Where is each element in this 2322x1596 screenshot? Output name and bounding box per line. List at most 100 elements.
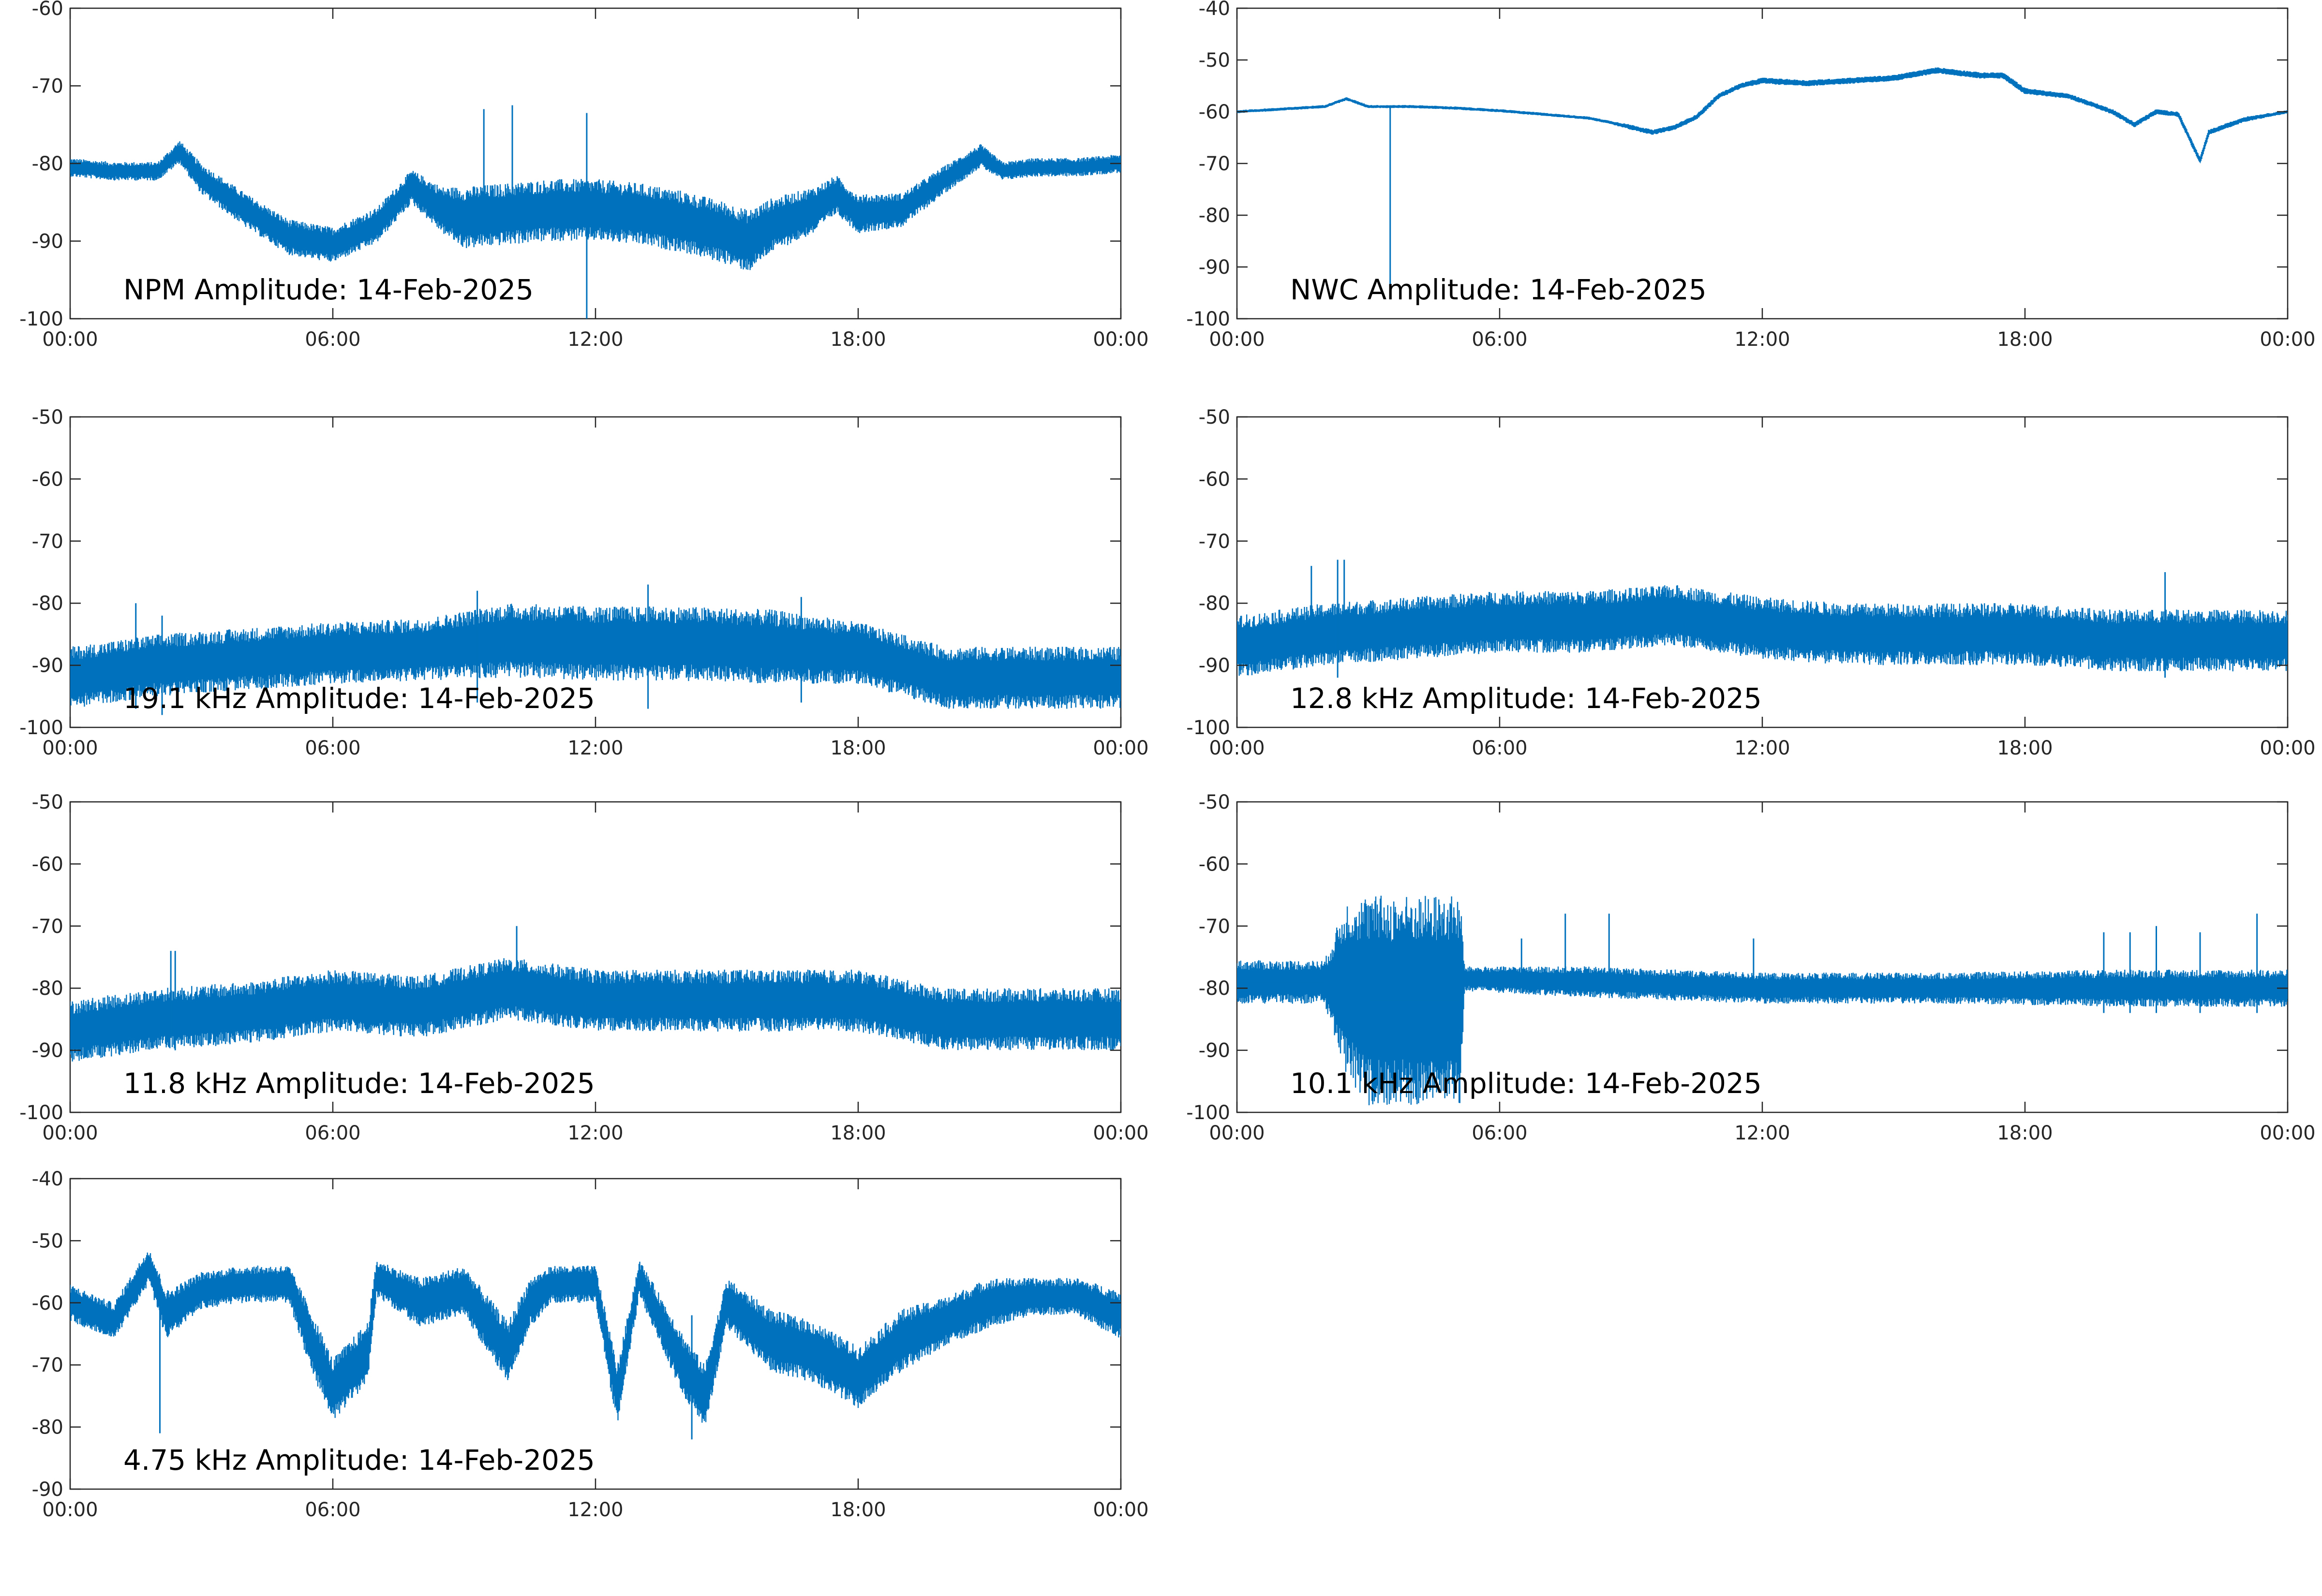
panel-title: 10.1 kHz Amplitude: 14-Feb-2025 xyxy=(1290,1067,1762,1100)
x-tick-label: 06:00 xyxy=(305,1122,360,1144)
x-tick-label: 06:00 xyxy=(305,737,360,759)
series-centerline xyxy=(1237,69,2288,164)
x-tick-label: 00:00 xyxy=(1209,1122,1265,1144)
x-tick-label: 00:00 xyxy=(1209,328,1265,351)
x-tick-label: 18:00 xyxy=(1997,328,2053,351)
y-tick-label: -60 xyxy=(32,1292,63,1315)
y-tick-label: -50 xyxy=(32,406,63,429)
y-tick-label: -70 xyxy=(32,75,63,98)
x-tick-label: 00:00 xyxy=(2260,737,2315,759)
panel-title: NWC Amplitude: 14-Feb-2025 xyxy=(1290,273,1707,306)
panel-title: NPM Amplitude: 14-Feb-2025 xyxy=(123,273,534,306)
y-tick-label: -100 xyxy=(1186,1102,1230,1124)
panel-k10_1: -100 -90 -80 -70 -60 -50 00:00 06:00 12:00 18:00 0… xyxy=(1186,791,2315,1144)
y-tick-label: -80 xyxy=(1199,205,1230,227)
x-tick-label: 12:00 xyxy=(1734,328,1790,351)
y-tick-label: -50 xyxy=(1199,791,1230,813)
y-tick-label: -60 xyxy=(1199,101,1230,123)
y-tick-label: -70 xyxy=(1199,916,1230,938)
panel-k12_8: -100 -90 -80 -70 -60 -50 00:00 06:00 12:00 18:00 0… xyxy=(1186,406,2315,759)
y-tick-label: -80 xyxy=(32,153,63,175)
panel-title: 11.8 kHz Amplitude: 14-Feb-2025 xyxy=(123,1067,595,1100)
y-tick-label: -70 xyxy=(1199,153,1230,175)
x-tick-label: 12:00 xyxy=(567,1499,623,1521)
panel-nwc: -100 -90 -80 -70 -60 -50 -40 00:00 06:00 12:00 18:… xyxy=(1186,0,2315,351)
y-tick-label: -50 xyxy=(32,791,63,813)
series-centerline xyxy=(1237,978,2288,1001)
y-tick-label: -70 xyxy=(1199,531,1230,553)
y-tick-label: -80 xyxy=(1199,977,1230,1000)
y-tick-label: -60 xyxy=(1199,853,1230,875)
panel-title: 19.1 kHz Amplitude: 14-Feb-2025 xyxy=(123,682,595,715)
x-tick-label: 00:00 xyxy=(1093,1122,1148,1144)
x-tick-label: 12:00 xyxy=(1734,737,1790,759)
x-tick-label: 06:00 xyxy=(305,328,360,351)
x-tick-label: 00:00 xyxy=(2260,1122,2315,1144)
y-tick-label: -40 xyxy=(1199,0,1230,20)
y-tick-label: -70 xyxy=(32,1354,63,1376)
x-tick-label: 00:00 xyxy=(2260,328,2315,351)
x-tick-label: 00:00 xyxy=(42,1499,98,1521)
y-tick-label: -40 xyxy=(32,1168,63,1190)
series-centerline xyxy=(70,152,1121,246)
x-tick-label: 00:00 xyxy=(1093,737,1148,759)
x-tick-label: 18:00 xyxy=(830,1499,886,1521)
x-tick-label: 12:00 xyxy=(567,1122,623,1144)
y-tick-label: -80 xyxy=(32,592,63,615)
x-tick-label: 00:00 xyxy=(42,328,98,351)
y-tick-label: -50 xyxy=(32,1230,63,1252)
x-tick-label: 06:00 xyxy=(1472,1122,1527,1144)
y-tick-label: -80 xyxy=(1199,592,1230,615)
x-tick-label: 00:00 xyxy=(1209,737,1265,759)
series-centerline xyxy=(70,1265,1121,1396)
axes-frame xyxy=(1236,7,2289,320)
x-tick-label: 18:00 xyxy=(830,737,886,759)
y-tick-label: -90 xyxy=(1199,256,1230,279)
panel-title: 12.8 kHz Amplitude: 14-Feb-2025 xyxy=(1290,682,1762,715)
y-tick-label: -60 xyxy=(32,468,63,490)
y-tick-label: -70 xyxy=(32,916,63,938)
y-tick-label: -90 xyxy=(32,231,63,253)
x-tick-label: 00:00 xyxy=(42,1122,98,1144)
y-tick-label: -90 xyxy=(32,1040,63,1062)
series-centerline xyxy=(70,988,1121,1032)
x-tick-label: 12:00 xyxy=(567,328,623,351)
y-tick-label: -100 xyxy=(19,1102,63,1124)
y-tick-label: -100 xyxy=(19,308,63,330)
y-tick-label: -90 xyxy=(32,1478,63,1501)
panel-k11_8: -100 -90 -80 -70 -60 -50 00:00 06:00 12:00 18:00 0… xyxy=(19,791,1148,1144)
x-tick-label: 12:00 xyxy=(567,737,623,759)
x-tick-label: 00:00 xyxy=(1093,1499,1148,1521)
y-tick-label: -100 xyxy=(1186,308,1230,330)
y-tick-label: -80 xyxy=(32,977,63,1000)
series-centerline xyxy=(1237,615,2288,647)
x-tick-label: 06:00 xyxy=(305,1499,360,1521)
x-tick-label: 18:00 xyxy=(1997,737,2053,759)
y-tick-label: -90 xyxy=(1199,655,1230,677)
axes-frame xyxy=(69,7,1122,320)
panel-k4_75: -90 -80 -70 -60 -50 -40 00:00 06:00 12:00 18:00 00… xyxy=(32,1168,1149,1521)
y-tick-label: -90 xyxy=(1199,1040,1230,1062)
series-centerline xyxy=(70,640,1121,679)
y-tick-label: -100 xyxy=(19,717,63,739)
x-tick-label: 06:00 xyxy=(1472,328,1527,351)
x-tick-label: 18:00 xyxy=(830,328,886,351)
x-tick-label: 18:00 xyxy=(830,1122,886,1144)
y-tick-label: -100 xyxy=(1186,717,1230,739)
panel-title: 4.75 kHz Amplitude: 14-Feb-2025 xyxy=(123,1444,595,1477)
panel-npm: -100 -90 -80 -70 -60 00:00 06:00 12:00 18:00 00:0… xyxy=(19,0,1148,351)
y-tick-label: -90 xyxy=(32,655,63,677)
y-tick-label: -60 xyxy=(1199,468,1230,490)
y-tick-label: -50 xyxy=(1199,406,1230,429)
x-tick-label: 00:00 xyxy=(42,737,98,759)
axes-frame xyxy=(69,801,1122,1113)
y-tick-label: -80 xyxy=(32,1417,63,1439)
y-tick-label: -70 xyxy=(32,531,63,553)
panel-k19_1: -100 -90 -80 -70 -60 -50 00:00 06:00 12:00 18:00 0… xyxy=(19,406,1148,759)
x-tick-label: 06:00 xyxy=(1472,737,1527,759)
axes-frame xyxy=(69,1178,1122,1490)
y-tick-label: -60 xyxy=(32,0,63,20)
y-tick-label: -50 xyxy=(1199,49,1230,72)
x-tick-label: 00:00 xyxy=(1093,328,1148,351)
